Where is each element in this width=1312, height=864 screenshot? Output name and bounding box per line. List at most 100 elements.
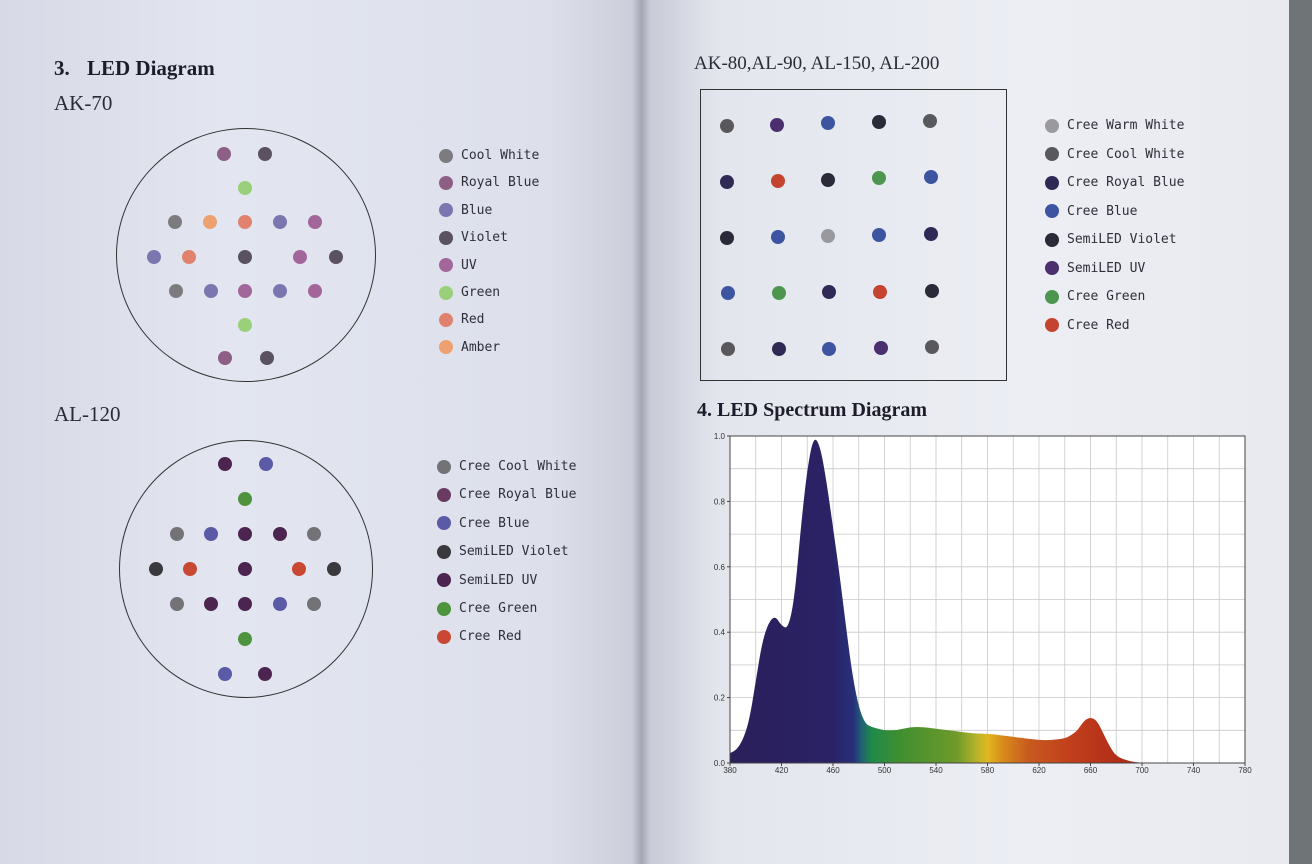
- legend-label: Cree Red: [1067, 317, 1130, 333]
- ak70-led-dot: [308, 284, 322, 298]
- ak70-led-dot: [260, 351, 274, 365]
- al120-legend-item: SemiLED Violet: [437, 544, 569, 559]
- ak70-led-dot: [238, 318, 252, 332]
- legend-swatch: [439, 340, 453, 355]
- ak70-led-dot: [203, 215, 217, 229]
- section-number: 3.: [54, 56, 70, 80]
- grid-led-dot: [925, 284, 939, 298]
- legend-swatch: [437, 629, 451, 644]
- ak70-legend-item: Red: [439, 312, 484, 327]
- legend-label: SemiLED UV: [459, 572, 538, 588]
- spectrum-heading: 4. LED Spectrum Diagram: [697, 399, 927, 421]
- al120-legend-item: Cree Cool White: [437, 459, 576, 474]
- legend-swatch: [437, 516, 451, 531]
- grid-led-dot: [872, 115, 886, 129]
- legend-label: SemiLED UV: [1067, 260, 1146, 276]
- legend-swatch: [437, 459, 451, 474]
- spectrum-chart: 380 420 460 500 540 580 620 660 700 740 780 0.0 0.2 0…: [714, 432, 1252, 775]
- legend-label: Cree Royal Blue: [1067, 175, 1185, 190]
- y-tick-label: 0.4: [714, 628, 726, 637]
- legend-label: Green: [461, 285, 501, 300]
- al120-led-dot: [183, 562, 197, 576]
- al120-led-circle: [119, 440, 373, 698]
- ak70-led-dot: [273, 215, 287, 229]
- grid-led-dot: [822, 342, 836, 356]
- ak70-led-dot: [258, 147, 272, 161]
- ak70-led-dot: [217, 147, 231, 161]
- legend-swatch: [437, 573, 451, 588]
- legend-label: UV: [461, 257, 477, 273]
- al120-led-dot: [258, 667, 272, 681]
- grid-led-dot: [821, 116, 835, 130]
- al120-led-dot: [307, 597, 321, 611]
- grid-led-dot: [872, 228, 886, 242]
- y-tick-label: 0.8: [714, 497, 726, 506]
- grid-led-dot: [822, 285, 836, 299]
- grid-led-dot: [721, 342, 735, 356]
- al120-led-dot: [307, 527, 321, 541]
- legend-swatch: [437, 601, 451, 616]
- al120-led-dot: [259, 457, 273, 471]
- x-tick-label: 500: [878, 766, 892, 775]
- ak70-led-dot: [308, 215, 322, 229]
- legend-swatch: [439, 312, 453, 327]
- section-title: LED Diagram: [87, 56, 215, 80]
- ak70-led-dot: [218, 351, 232, 365]
- ak70-led-dot: [238, 284, 252, 298]
- grid-led-dot: [721, 286, 735, 300]
- grid-led-dot: [772, 286, 786, 300]
- al120-led-dot: [204, 527, 218, 541]
- legend-label: Cree Green: [1067, 289, 1146, 304]
- ak70-led-dot: [293, 250, 307, 264]
- al120-led-dot: [238, 632, 252, 646]
- ak70-led-dot: [182, 250, 196, 264]
- legend-label: Cree Cool White: [459, 459, 577, 474]
- grid-legend-item: Cree Warm White: [1045, 118, 1184, 133]
- legend-swatch: [1045, 204, 1059, 218]
- x-tick-label: 620: [1032, 766, 1046, 775]
- legend-label: Red: [461, 312, 485, 328]
- model-label-grid: AK-80,AL-90, AL-150, AL-200: [694, 53, 940, 74]
- legend-swatch: [439, 230, 453, 245]
- legend-swatch: [1045, 261, 1059, 275]
- x-tick-label: 580: [981, 766, 995, 775]
- legend-swatch: [439, 148, 453, 163]
- legend-swatch: [437, 544, 451, 559]
- legend-label: Cool White: [461, 148, 540, 163]
- al120-led-dot: [170, 597, 184, 611]
- legend-swatch: [439, 285, 453, 300]
- ak70-led-dot: [204, 284, 218, 298]
- grid-led-dot: [821, 229, 835, 243]
- al120-legend-item: Cree Blue: [437, 516, 529, 531]
- legend-swatch: [437, 487, 451, 502]
- al120-led-dot: [238, 492, 252, 506]
- ak70-led-dot: [238, 215, 252, 229]
- grid-led-dot: [770, 118, 784, 132]
- y-tick-label: 0.6: [714, 563, 726, 572]
- legend-swatch: [1045, 147, 1059, 161]
- ak70-led-dot: [147, 250, 161, 264]
- al120-led-dot: [218, 457, 232, 471]
- legend-label: Cree Red: [459, 629, 522, 645]
- grid-led-dot: [771, 230, 785, 244]
- grid-led-dot: [720, 175, 734, 189]
- grid-led-dot: [923, 114, 937, 128]
- x-tick-label: 700: [1135, 766, 1149, 775]
- grid-legend-item: Cree Red: [1045, 318, 1130, 333]
- y-tick-label: 1.0: [714, 432, 726, 441]
- ak70-led-dot: [169, 284, 183, 298]
- model-label-al120: AL-120: [54, 402, 121, 426]
- al120-legend-item: Cree Green: [437, 601, 537, 616]
- al120-led-dot: [218, 667, 232, 681]
- ak70-legend-item: Blue: [439, 203, 492, 218]
- al120-led-dot: [273, 597, 287, 611]
- grid-led-dot: [821, 173, 835, 187]
- section-heading-led-diagram: 3. LED Diagram: [54, 56, 215, 81]
- x-tick-label: 540: [929, 766, 943, 775]
- grid-led-dot: [771, 174, 785, 188]
- y-tick-label: 0.0: [714, 759, 726, 768]
- legend-label: Amber: [461, 339, 501, 355]
- y-tick-label: 0.2: [714, 694, 726, 703]
- ak70-led-dot: [329, 250, 343, 264]
- grid-legend-item: Cree Blue: [1045, 204, 1137, 219]
